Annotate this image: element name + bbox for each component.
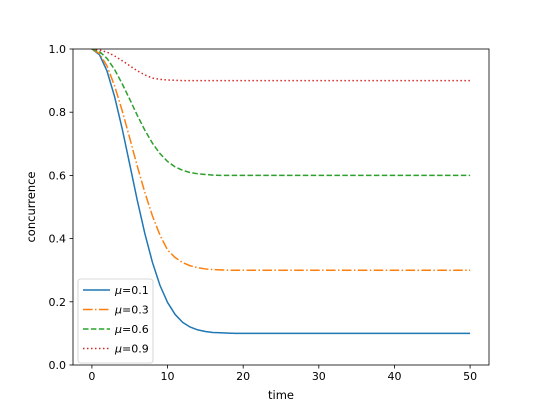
series-line-1 <box>91 49 471 271</box>
x-tick-label: 50 <box>463 370 477 383</box>
legend-box <box>77 278 154 364</box>
y-tick-label: 0.4 <box>49 233 67 246</box>
x-axis-label: time <box>268 388 294 402</box>
y-tick-label: 0.2 <box>49 296 67 309</box>
axes: 0 10 20 30 40 50 0.0 0.2 0.4 0.6 0.8 1.0 time concurr… <box>24 43 490 402</box>
legend-label-1: μ=0.3 <box>114 304 149 317</box>
plot-area <box>91 49 471 335</box>
x-tick-label: 10 <box>161 370 175 383</box>
x-tick-label: 0 <box>88 370 95 383</box>
x-tick-label: 20 <box>236 370 250 383</box>
y-tick-label: 0.0 <box>49 359 67 372</box>
series-line-2 <box>91 49 471 177</box>
y-tick-label: 0.6 <box>49 169 67 182</box>
x-tick-label: 30 <box>312 370 326 383</box>
x-tick-label: 40 <box>387 370 401 383</box>
series-line-3 <box>91 49 471 82</box>
legend-label-2: μ=0.6 <box>114 323 149 336</box>
y-axis-label: concurrence <box>24 171 38 242</box>
legend-label-3: μ=0.9 <box>114 343 149 356</box>
legend: μ=0.1 μ=0.3 μ=0.6 μ=0.9 <box>77 278 154 364</box>
legend-label-0: μ=0.1 <box>114 284 149 297</box>
axes-frame <box>72 48 490 366</box>
y-tick-label: 0.8 <box>49 106 67 119</box>
y-tick-label: 1.0 <box>49 43 67 56</box>
series-line-0 <box>91 49 471 335</box>
